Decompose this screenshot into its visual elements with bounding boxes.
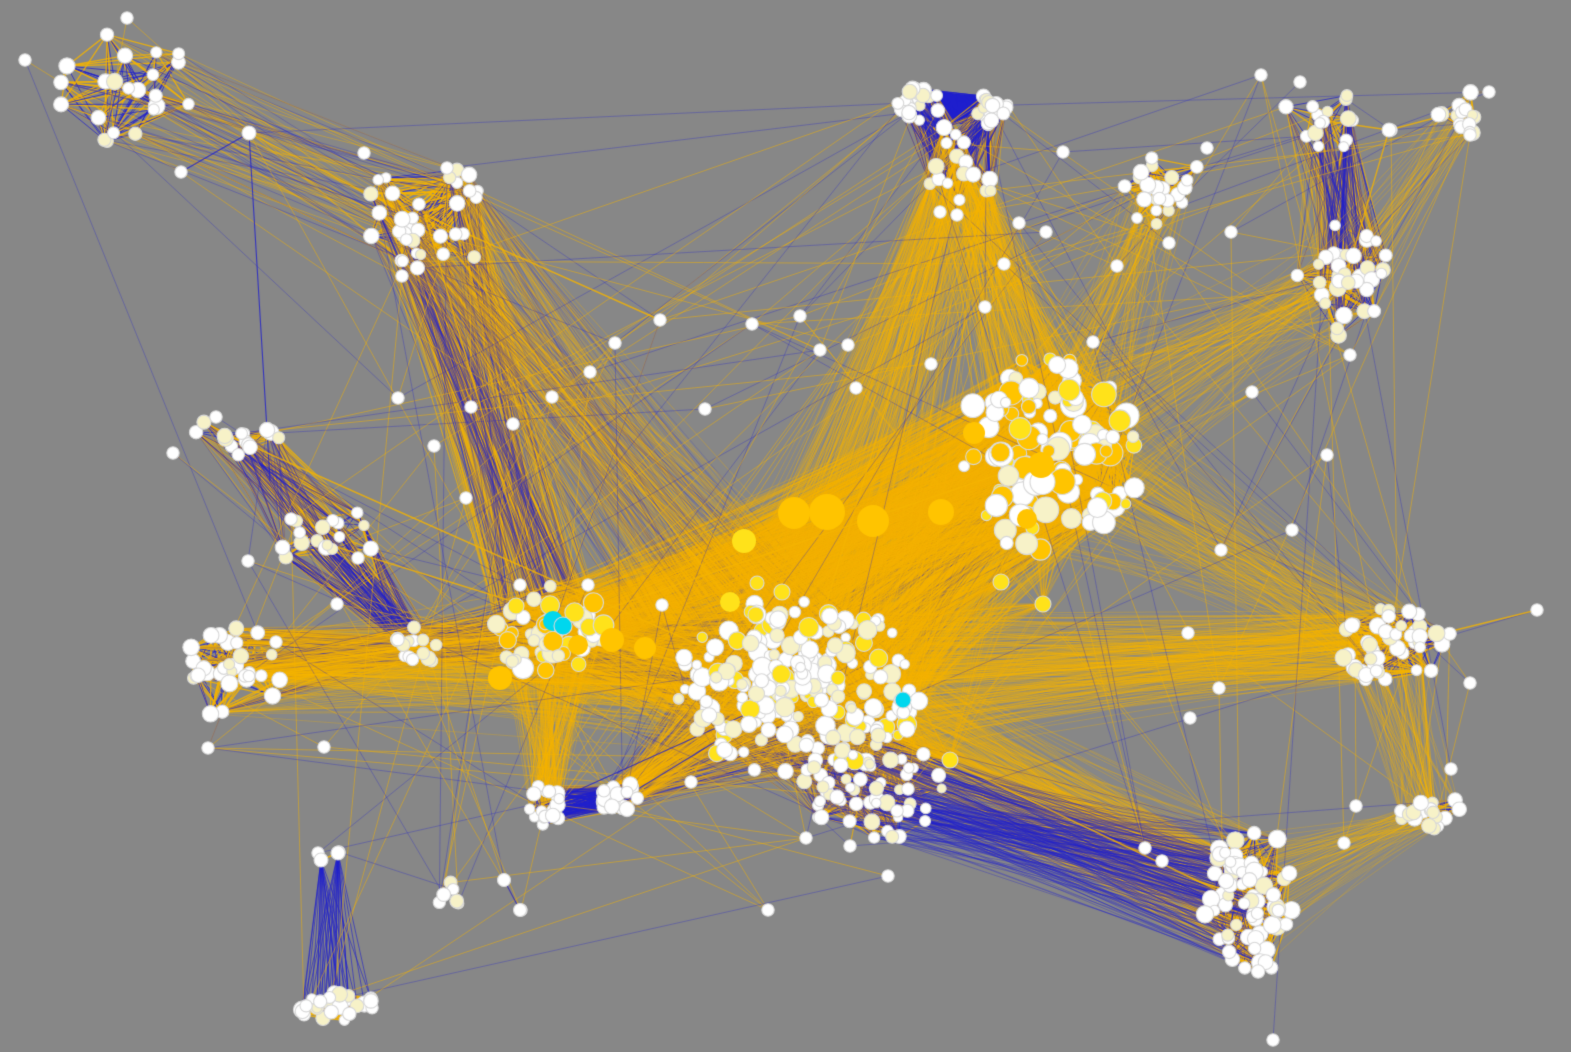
network-graph-container[interactable] xyxy=(0,0,1571,1052)
network-graph-canvas[interactable] xyxy=(0,0,1571,1052)
